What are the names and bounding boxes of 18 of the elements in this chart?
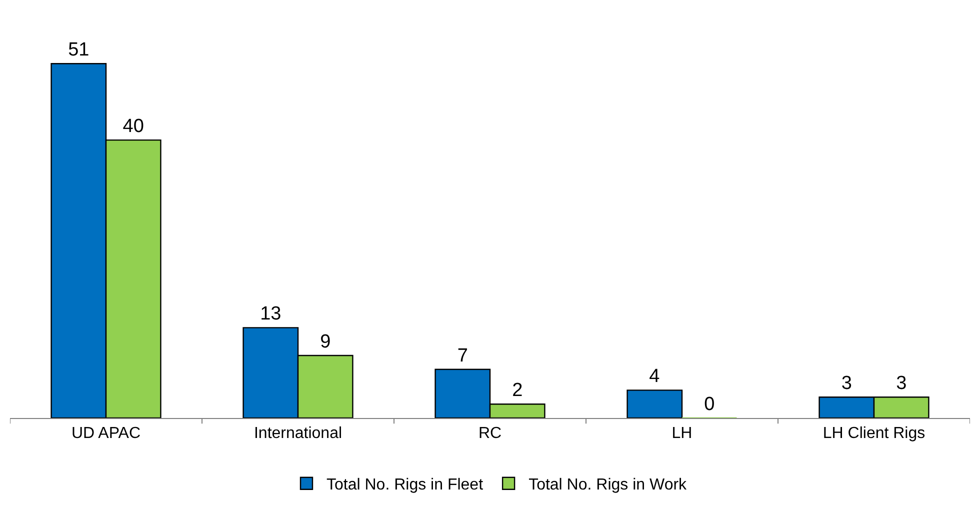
data-label: 0	[704, 394, 715, 415]
x-tick-label: RC	[478, 425, 502, 442]
x-tick-label: LH Client Rigs	[822, 425, 926, 442]
bar	[626, 390, 683, 418]
data-label: 7	[457, 345, 468, 366]
data-label: 40	[122, 116, 144, 138]
data-label: 3	[896, 373, 907, 394]
x-tick-label: LH	[672, 425, 692, 442]
data-label: 3	[841, 373, 852, 394]
data-label: 2	[512, 380, 523, 402]
data-label: 9	[320, 331, 331, 352]
x-tick-label: UD APAC	[71, 425, 141, 442]
data-label: 4	[649, 366, 660, 388]
legend-label: Total No. Rigs in Work	[528, 476, 688, 494]
x-tick-label: International	[254, 425, 342, 442]
legend-label: Total No. Rigs in Fleet	[326, 476, 484, 494]
data-label: 51	[68, 40, 90, 61]
data-label: 13	[260, 304, 282, 325]
